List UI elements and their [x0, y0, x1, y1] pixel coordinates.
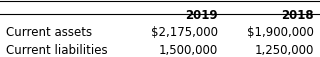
Text: 1,500,000: 1,500,000	[158, 43, 218, 56]
Text: $2,175,000: $2,175,000	[151, 26, 218, 39]
Text: Current liabilities: Current liabilities	[6, 43, 108, 56]
Text: 2019: 2019	[185, 9, 218, 22]
Text: $1,900,000: $1,900,000	[247, 26, 314, 39]
Text: 2018: 2018	[281, 9, 314, 22]
Text: 1,250,000: 1,250,000	[254, 43, 314, 56]
Text: Current assets: Current assets	[6, 26, 92, 39]
